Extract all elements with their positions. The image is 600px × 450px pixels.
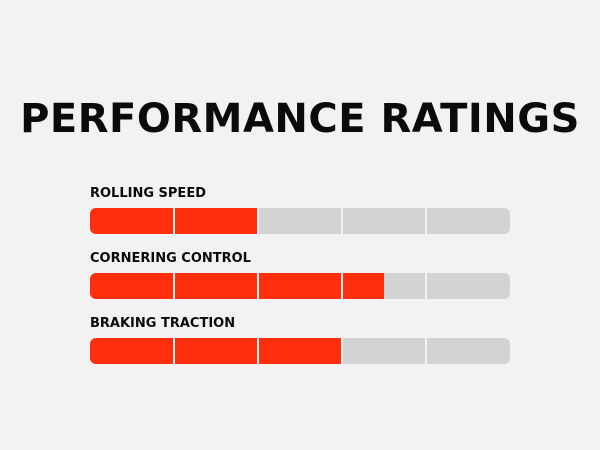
rating-rolling-speed: ROLLING SPEED bbox=[90, 185, 510, 250]
rating-cornering-control: CORNERING CONTROL bbox=[90, 250, 510, 315]
rating-bar-divider bbox=[173, 208, 175, 234]
rating-bar-divider bbox=[341, 338, 343, 364]
ratings-list: ROLLING SPEED CORNERING CONTROL BRAKING … bbox=[90, 185, 510, 380]
rating-bar-divider bbox=[257, 338, 259, 364]
page-title: PERFORMANCE RATINGS bbox=[20, 96, 580, 142]
rating-bar-divider bbox=[257, 273, 259, 299]
rating-label: ROLLING SPEED bbox=[90, 186, 206, 201]
rating-bar-divider bbox=[425, 208, 427, 234]
rating-label: BRAKING TRACTION bbox=[90, 316, 236, 331]
rating-bar bbox=[90, 338, 510, 364]
rating-bar-divider bbox=[173, 338, 175, 364]
rating-bar-divider bbox=[257, 208, 259, 234]
rating-bar-divider bbox=[341, 273, 343, 299]
rating-bar-divider bbox=[425, 273, 427, 299]
rating-bar-divider bbox=[173, 273, 175, 299]
rating-bar-divider bbox=[341, 208, 343, 234]
rating-bar bbox=[90, 208, 510, 234]
rating-bar-fill bbox=[90, 273, 384, 299]
rating-bar-fill bbox=[90, 338, 342, 364]
rating-bar-divider bbox=[425, 338, 427, 364]
rating-label: CORNERING CONTROL bbox=[90, 251, 251, 266]
rating-bar bbox=[90, 273, 510, 299]
rating-braking-traction: BRAKING TRACTION bbox=[90, 315, 510, 380]
